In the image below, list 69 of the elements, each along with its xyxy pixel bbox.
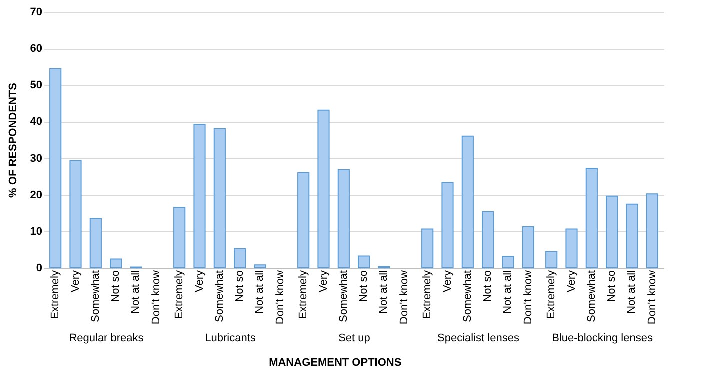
bar (422, 228, 434, 268)
bar (522, 226, 534, 268)
x-tick-label: Very (566, 270, 578, 293)
bar (254, 264, 266, 268)
text: Regular breaks (69, 332, 144, 345)
y-tick-label: 70 (30, 6, 42, 18)
x-tick-label: Not at all (378, 270, 390, 314)
y-tick-label: 30 (30, 152, 42, 165)
y-tick-label: 10 (30, 226, 42, 238)
y-tick-label: 50 (30, 80, 42, 92)
bar (194, 124, 206, 268)
bar (358, 256, 370, 268)
text: Set up (338, 332, 370, 345)
x-tick-label: Very (318, 270, 330, 293)
y-axis-title: % OF RESPONDENTS (7, 83, 20, 198)
bar (110, 258, 122, 268)
y-tick-label: 20 (30, 189, 42, 202)
x-tick-label: Somewhat (462, 270, 474, 322)
bar (298, 172, 310, 268)
bar (214, 128, 226, 268)
text: Blue-blocking lenses (552, 332, 654, 345)
x-tick-label: Extremely (174, 270, 186, 320)
x-tick-label: Very (194, 270, 206, 293)
x-tick-label: Don't know (274, 270, 286, 325)
bar (566, 228, 578, 268)
x-tick-label: Don't know (398, 270, 410, 325)
x-tick-label: Somewhat (214, 270, 226, 322)
x-tick-label: Don't know (150, 270, 162, 325)
y-tick-label: 0 (36, 262, 42, 274)
x-tick-label: Not so (234, 270, 246, 302)
x-tick-label: Extremely (546, 270, 558, 320)
bar (90, 218, 102, 268)
bar (50, 68, 62, 268)
x-tick-label: Somewhat (586, 270, 598, 322)
y-tick-label: 40 (30, 116, 42, 128)
bar (338, 169, 350, 268)
x-tick-label: Very (442, 270, 454, 293)
x-tick-label: Somewhat (90, 270, 102, 322)
x-tick-label: Not so (606, 270, 618, 302)
x-tick-label: Somewhat (338, 270, 350, 322)
x-tick-label: Not so (482, 270, 494, 302)
x-tick-label: Don't know (522, 270, 534, 325)
bar (626, 204, 638, 268)
text: Lubricants (205, 332, 256, 345)
text: Specialist lenses (438, 332, 520, 345)
bar (482, 212, 494, 268)
x-tick-label: Not at all (254, 270, 266, 314)
bar (70, 160, 82, 268)
x-tick-label: Not at all (502, 270, 514, 314)
x-tick-label: Extremely (298, 270, 310, 320)
x-tick-label: Extremely (50, 270, 62, 320)
bar (318, 110, 330, 268)
x-tick-label: Not at all (130, 270, 142, 314)
x-tick-label: Not at all (626, 270, 638, 314)
x-tick-label: Don't know (646, 270, 658, 325)
bar (462, 136, 474, 268)
bar (606, 196, 618, 268)
bar (442, 182, 454, 268)
bar (174, 207, 186, 268)
x-tick-label: Very (70, 270, 82, 293)
bar (502, 256, 514, 268)
bar (586, 168, 598, 268)
x-tick-label: Extremely (422, 270, 434, 320)
x-axis-title: MANAGEMENT OPTIONS (269, 357, 402, 370)
x-tick-label: Not so (358, 270, 370, 302)
bar (646, 194, 658, 268)
y-tick-label: 60 (30, 43, 42, 56)
bar (234, 248, 246, 268)
x-tick-label: Not so (110, 270, 122, 302)
